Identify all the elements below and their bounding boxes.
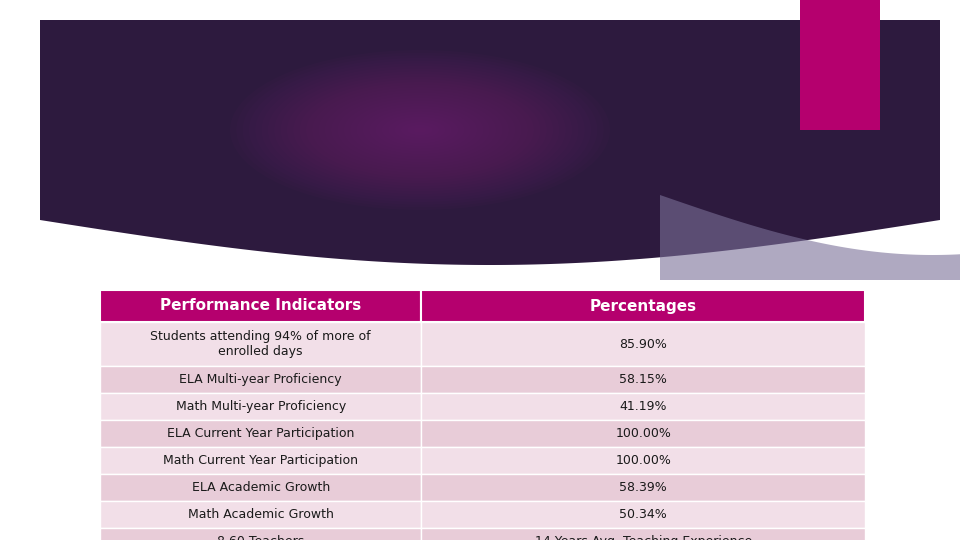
Text: 14 Years Avg. Teaching Experience: 14 Years Avg. Teaching Experience	[535, 535, 752, 540]
Text: 100.00%: 100.00%	[615, 427, 671, 440]
Bar	[421, 528, 865, 540]
Text: ELA Current Year Participation: ELA Current Year Participation	[167, 427, 354, 440]
Bar	[100, 322, 421, 366]
Text: Math Academic Growth: Math Academic Growth	[188, 508, 333, 521]
Bar	[800, 0, 880, 130]
Text: Performance Indicators: Performance Indicators	[160, 299, 361, 314]
Text: ELA Academic Growth: ELA Academic Growth	[192, 481, 330, 494]
Bar	[100, 366, 421, 393]
Text: 58.39%: 58.39%	[619, 481, 667, 494]
Text: 41.19%: 41.19%	[619, 400, 667, 413]
Polygon shape	[660, 195, 960, 280]
Polygon shape	[40, 20, 940, 265]
Text: 58.15%: 58.15%	[619, 373, 667, 386]
Bar	[421, 474, 865, 501]
Text: ELA Multi-year Proficiency: ELA Multi-year Proficiency	[180, 373, 342, 386]
Bar	[421, 501, 865, 528]
Bar	[421, 366, 865, 393]
Bar	[100, 290, 421, 322]
Text: Students attending 94% of more of
enrolled days: Students attending 94% of more of enroll…	[151, 330, 371, 358]
Bar	[100, 393, 421, 420]
Text: 85.90%: 85.90%	[619, 338, 667, 350]
Text: 8.60 Teachers: 8.60 Teachers	[217, 535, 304, 540]
Bar	[100, 447, 421, 474]
Text: 100.00%: 100.00%	[615, 454, 671, 467]
Text: 50.34%: 50.34%	[619, 508, 667, 521]
Text: Percentages: Percentages	[589, 299, 697, 314]
Bar	[421, 290, 865, 322]
Bar	[421, 322, 865, 366]
Bar	[100, 474, 421, 501]
Bar	[421, 393, 865, 420]
Bar	[100, 501, 421, 528]
Bar	[100, 420, 421, 447]
Bar	[421, 447, 865, 474]
Bar	[100, 528, 421, 540]
Text: Math Multi-year Proficiency: Math Multi-year Proficiency	[176, 400, 346, 413]
Text: Math Current Year Participation: Math Current Year Participation	[163, 454, 358, 467]
Bar	[421, 420, 865, 447]
